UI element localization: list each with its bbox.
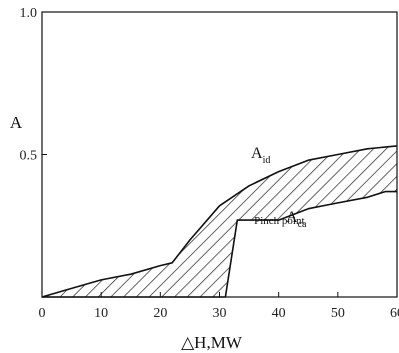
series-label-aid-subscript: id	[263, 155, 271, 166]
series-label-aca-main: A	[286, 209, 298, 226]
series-label-aid: Aid	[251, 145, 270, 166]
pinch-point-annotation: Pinch point	[254, 215, 304, 227]
x-axis-label: △H,MW	[181, 333, 243, 352]
x-tick-label: 10	[94, 306, 108, 321]
axis-ticks	[41, 11, 398, 297]
series-label-aca: Aca	[286, 209, 307, 230]
x-tick-label: 40	[272, 306, 286, 321]
series-label-aid-main: A	[251, 145, 263, 162]
x-tick-label: 60	[390, 306, 399, 321]
x-tick-label: 50	[331, 306, 345, 321]
series-label-aca-subscript: ca	[298, 219, 307, 230]
x-tick-label: 30	[213, 306, 227, 321]
hatched-region	[42, 145, 397, 297]
series-line-aid	[41, 145, 398, 298]
y-tick-label: 0.5	[20, 149, 38, 164]
x-tick-label: 0	[39, 306, 46, 321]
y-tick-label: 1.0	[20, 6, 38, 21]
hatched-area-between-curves	[42, 145, 397, 297]
series-line-aca	[42, 190, 397, 298]
x-tick-label: 20	[153, 306, 167, 321]
series-lines	[41, 145, 398, 298]
y-axis-label: A	[10, 113, 23, 132]
